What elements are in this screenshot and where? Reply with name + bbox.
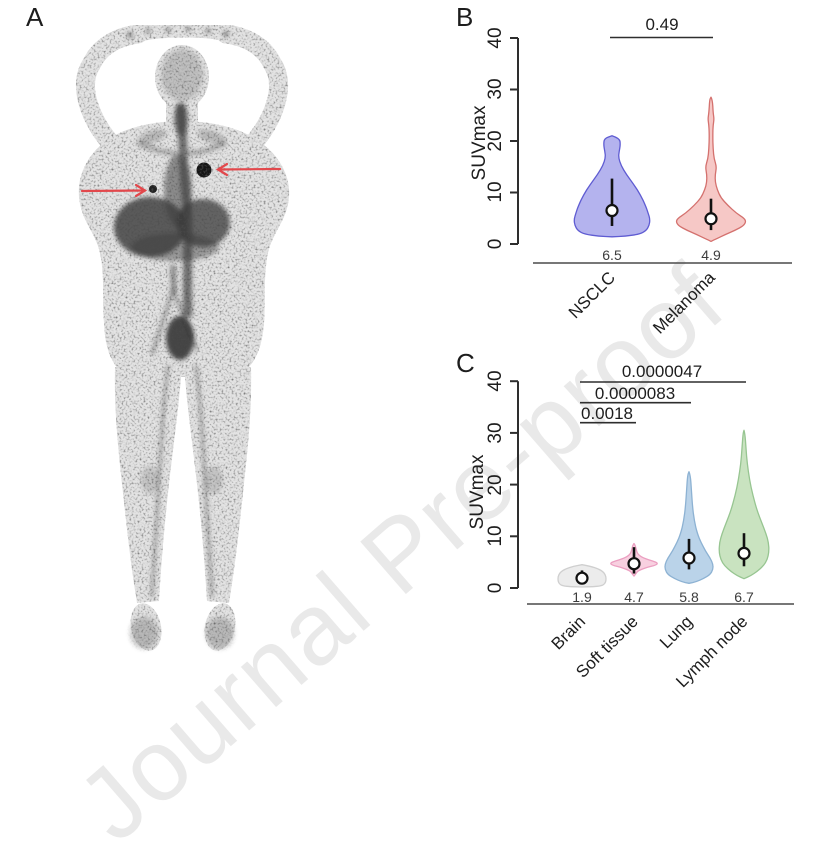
y-tick-label: 10 bbox=[485, 525, 506, 547]
median-value-soft-tissue: 4.7 bbox=[624, 589, 644, 605]
violin-lymph-node bbox=[718, 429, 770, 580]
median-value-lymph-node: 6.7 bbox=[734, 589, 754, 605]
median-value-lung: 5.8 bbox=[679, 589, 699, 605]
lesion-arrow-right bbox=[215, 162, 282, 177]
lesion-arrow-left bbox=[80, 183, 148, 198]
median-marker-brain bbox=[575, 571, 589, 585]
pet-scan-image bbox=[76, 25, 290, 651]
panel-a: A bbox=[20, 0, 365, 688]
median-marker-lung bbox=[682, 551, 696, 565]
p-value-nsclc-melanoma: 0.49 bbox=[645, 15, 679, 34]
y-tick-label: 0 bbox=[485, 582, 506, 594]
p-value-brain-softtissue: 0.0018 bbox=[581, 404, 633, 423]
median-value-brain: 1.9 bbox=[572, 589, 592, 605]
pet-body bbox=[76, 25, 290, 651]
panel-b-plot bbox=[510, 36, 792, 264]
y-tick-label: 10 bbox=[485, 181, 506, 203]
lesion-primary bbox=[196, 162, 212, 178]
median-marker-lymph-node bbox=[737, 546, 751, 560]
violin-melanoma bbox=[675, 96, 747, 243]
y-tick-label: 40 bbox=[485, 370, 506, 392]
y-tick-label: 0 bbox=[485, 238, 506, 250]
y-tick-label: 30 bbox=[485, 78, 506, 100]
lesion-secondary bbox=[149, 185, 157, 193]
panel-a-label: A bbox=[26, 2, 44, 32]
median-marker-soft-tissue bbox=[627, 557, 641, 571]
panel-c-label: C bbox=[456, 348, 475, 378]
hands-above-head bbox=[130, 25, 234, 42]
panel-b: B SUVmax 0 10 20 30 40 0.49 6.5 4.9 NSCL… bbox=[450, 0, 816, 338]
panel-b-label: B bbox=[456, 2, 474, 32]
p-value-brain-lung: 0.0000083 bbox=[594, 384, 676, 403]
arm-left bbox=[76, 25, 148, 157]
y-tick-label: 40 bbox=[485, 27, 506, 49]
median-value-melanoma: 4.9 bbox=[701, 247, 721, 263]
y-tick-label: 20 bbox=[485, 130, 506, 152]
median-marker-nsclc bbox=[605, 203, 619, 218]
arm-right bbox=[216, 25, 288, 157]
panel-c-plot bbox=[510, 380, 794, 605]
violin-lung bbox=[664, 471, 714, 584]
median-marker-melanoma bbox=[704, 212, 718, 226]
p-value-brain-lymphnode: 0.0000047 bbox=[621, 362, 703, 381]
organ-uptake bbox=[114, 26, 234, 649]
median-value-nsclc: 6.5 bbox=[602, 247, 622, 263]
y-tick-label: 20 bbox=[485, 474, 506, 496]
panel-c: C SUVmax 0 10 20 30 40 0.0000047 0.00000… bbox=[450, 340, 816, 691]
y-tick-label: 30 bbox=[485, 422, 506, 444]
